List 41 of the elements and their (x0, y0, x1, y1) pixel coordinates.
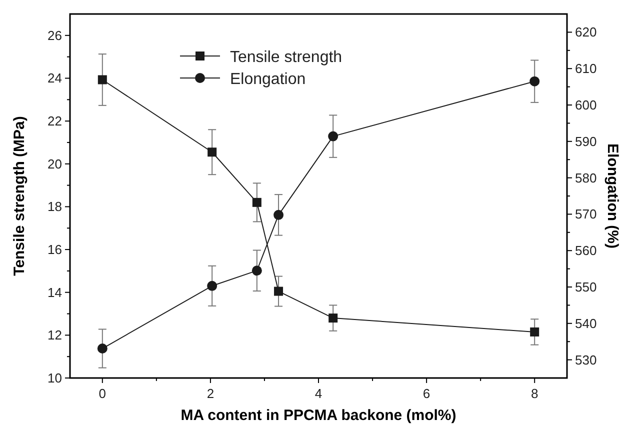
point (252, 266, 262, 276)
y2-tick-label: 580 (575, 170, 597, 186)
x-tick-label: 6 (422, 386, 430, 401)
point (328, 131, 338, 142)
y-tick-label: 18 (48, 199, 62, 214)
y-axis-title: Tensile strength (MPa) (11, 116, 28, 276)
y-tick-label: 24 (48, 70, 62, 86)
y2-axis-title: Elongation (%) (604, 144, 621, 248)
y2-tick-label: 570 (575, 206, 597, 222)
y-tick-label: 14 (48, 284, 62, 300)
x-tick-label: 0 (98, 386, 106, 401)
y-tick-label: 12 (48, 328, 62, 343)
y2-tick-label: 550 (575, 280, 597, 294)
y2-tick-label: 530 (575, 352, 597, 368)
point (208, 148, 217, 157)
x-tick-label: 2 (206, 386, 214, 401)
x-tick-label: 4 (314, 386, 322, 401)
y-tick-label: 16 (48, 242, 62, 258)
y-tick-label: 26 (48, 28, 62, 43)
y-tick-label: 20 (48, 156, 62, 172)
y2-tick-label: 610 (575, 61, 597, 76)
point (207, 280, 218, 291)
y-tick-label: 22 (48, 114, 62, 129)
point (328, 314, 338, 323)
point (530, 76, 540, 86)
y2-tick-label: 540 (575, 316, 597, 331)
point (252, 198, 262, 207)
y2-tick-label: 590 (575, 134, 597, 149)
y2-tick-label: 620 (575, 24, 597, 40)
legend-label: Tensile strength (230, 49, 342, 66)
y2-tick-label: 600 (575, 98, 597, 112)
point (274, 210, 284, 220)
x-axis-title: MA content in PPCMA backone (mol%) (180, 407, 456, 424)
point (97, 344, 108, 354)
legend-label: Elongation (230, 71, 306, 88)
x-tick-label: 8 (530, 386, 538, 401)
point (274, 286, 284, 296)
y2-tick-label: 560 (575, 243, 597, 258)
point (98, 75, 107, 84)
y-tick-label: 10 (48, 370, 62, 386)
point (530, 327, 540, 336)
